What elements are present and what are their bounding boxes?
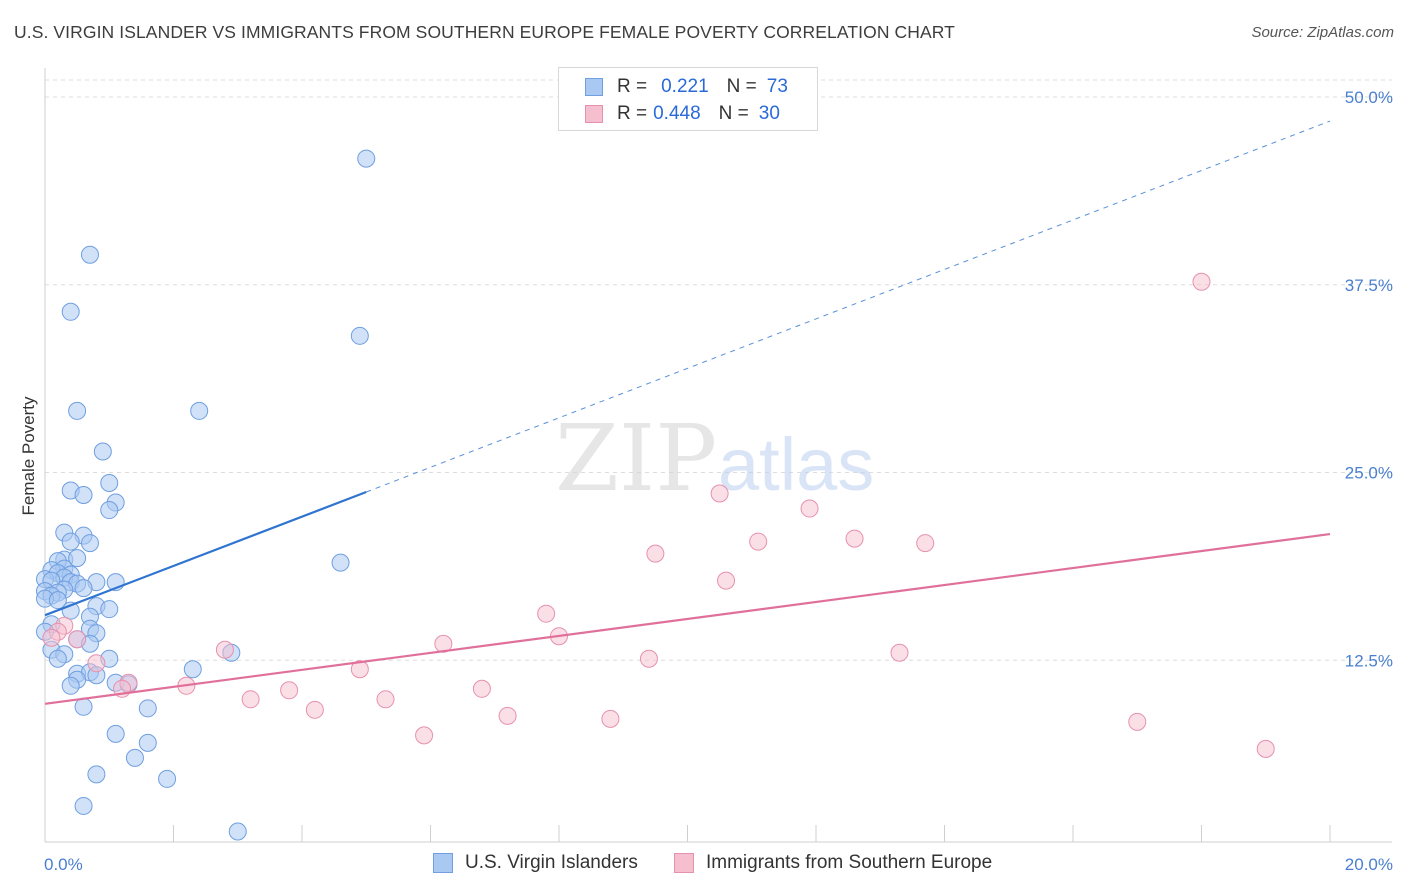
data-point-blue: [68, 549, 87, 568]
data-point-pink: [639, 649, 658, 668]
data-point-blue: [183, 660, 202, 679]
data-point-blue: [61, 302, 80, 321]
data-point-pink: [472, 679, 491, 698]
data-point-pink: [749, 532, 768, 551]
source-label: Source: ZipAtlas.com: [1251, 24, 1394, 41]
data-point-pink: [350, 660, 369, 679]
legend-n-value: 30: [758, 103, 780, 124]
data-point-pink: [68, 630, 87, 649]
data-point-pink: [800, 499, 819, 518]
bottom-legend-swatch-pink: [674, 853, 694, 873]
data-point-blue: [80, 245, 99, 264]
data-point-pink: [646, 544, 665, 563]
legend-n-label: N =: [726, 76, 757, 97]
data-point-pink: [215, 640, 234, 659]
data-point-blue: [48, 649, 67, 668]
data-point-pink: [1256, 739, 1275, 758]
axes: [44, 68, 1392, 843]
trend-line-blue-extension: [366, 120, 1331, 493]
data-point-pink: [280, 681, 299, 700]
data-point-blue: [100, 474, 119, 493]
bottom-legend-swatch-blue: [433, 853, 453, 873]
data-point-blue: [74, 796, 93, 815]
bottom-legend-label: U.S. Virgin Islanders: [465, 852, 638, 873]
legend-r-label: R =: [617, 103, 648, 124]
legend-r-label: R =: [617, 76, 648, 97]
legend-r-value: 0.221: [661, 76, 709, 97]
data-point-blue: [68, 401, 87, 420]
data-point-pink: [1128, 712, 1147, 731]
x-tick-label: 20.0%: [1345, 855, 1393, 874]
series-blue-points: [36, 149, 376, 841]
data-point-pink: [710, 484, 729, 503]
legend-swatch-blue: [585, 78, 603, 96]
data-point-pink: [916, 534, 935, 553]
data-point-blue: [61, 532, 80, 551]
watermark-atlas: atlas: [718, 423, 874, 506]
data-point-pink: [241, 690, 260, 709]
watermark: ZIP atlas: [555, 405, 874, 512]
x-tick-label: 0.0%: [44, 855, 83, 874]
data-point-blue: [48, 591, 67, 610]
y-axis-label: Female Poverty: [19, 396, 38, 516]
data-point-blue: [87, 765, 106, 784]
data-point-blue: [74, 579, 93, 598]
data-point-blue: [350, 326, 369, 345]
bottom-legend-item-blue: U.S. Virgin Islanders: [433, 852, 638, 874]
legend-n-label: N =: [718, 103, 749, 124]
series-pink-points: [42, 272, 1275, 758]
data-point-pink: [87, 654, 106, 673]
data-point-pink: [376, 690, 395, 709]
data-point-pink: [415, 726, 434, 745]
data-point-blue: [100, 501, 119, 520]
y-tick-label: 12.5%: [1345, 651, 1393, 670]
data-point-blue: [100, 600, 119, 619]
data-point-pink: [717, 571, 736, 590]
data-point-blue: [138, 699, 157, 718]
y-tick-label: 50.0%: [1345, 88, 1393, 107]
data-point-blue: [125, 748, 144, 767]
legend-swatch-pink: [585, 105, 603, 123]
bottom-legend-item-pink: Immigrants from Southern Europe: [674, 852, 992, 874]
data-point-blue: [228, 822, 247, 841]
legend-r-value: 0.448: [653, 103, 701, 124]
data-point-pink: [537, 604, 556, 623]
data-point-blue: [190, 401, 209, 420]
data-point-blue: [93, 442, 112, 461]
data-point-blue: [74, 697, 93, 716]
data-point-pink: [42, 628, 61, 647]
chart-title: U.S. VIRGIN ISLANDER VS IMMIGRANTS FROM …: [14, 22, 955, 42]
data-point-blue: [158, 769, 177, 788]
data-point-blue: [61, 676, 80, 695]
watermark-zip: ZIP: [555, 405, 717, 512]
data-point-blue: [138, 733, 157, 752]
legend-row-blue: R = 0.221 N = 73: [585, 74, 794, 100]
legend-row-pink: R = 0.448 N = 30: [585, 101, 786, 127]
data-point-pink: [498, 706, 517, 725]
data-point-pink: [890, 643, 909, 662]
trend-lines: [44, 120, 1331, 705]
data-point-pink: [845, 529, 864, 548]
y-tick-label: 37.5%: [1345, 276, 1393, 295]
data-point-blue: [106, 724, 125, 743]
data-point-blue: [80, 534, 99, 553]
data-point-pink: [1192, 272, 1211, 291]
data-point-pink: [601, 709, 620, 728]
y-tick-labels: 12.5% 25.0% 37.5% 50.0%: [1345, 88, 1393, 670]
trend-line-pink: [44, 532, 1331, 705]
data-point-blue: [74, 486, 93, 505]
bottom-legend-label: Immigrants from Southern Europe: [706, 852, 993, 873]
bottom-legend: U.S. Virgin Islanders Immigrants from So…: [0, 852, 1406, 878]
x-tick-labels: 0.0% 20.0%: [44, 855, 1393, 874]
gridlines: [45, 79, 1392, 661]
legend: R = 0.221 N = 73 R = 0.448 N = 30: [558, 67, 818, 131]
trend-line-blue: [44, 490, 367, 617]
legend-n-value: 73: [766, 76, 788, 97]
data-point-blue: [357, 149, 376, 168]
y-tick-label: 25.0%: [1345, 464, 1393, 483]
data-point-pink: [305, 700, 324, 719]
data-point-blue: [331, 553, 350, 572]
